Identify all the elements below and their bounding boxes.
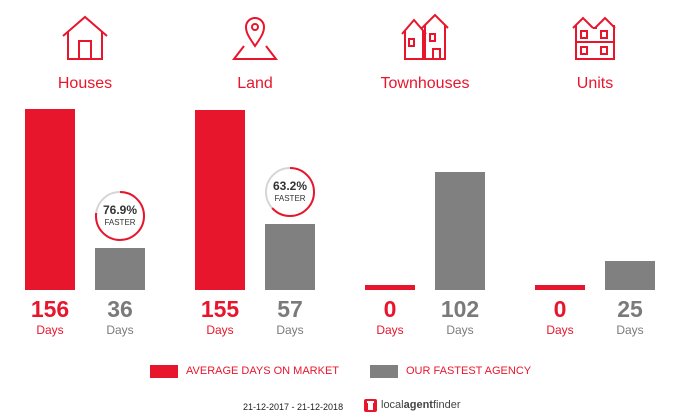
unit-avg-houses: Days bbox=[36, 323, 64, 337]
brand-name: localagentfinder bbox=[381, 399, 461, 411]
legend-label-avg: AVERAGE DAYS ON MARKET bbox=[186, 365, 340, 377]
unit-avg-units: Days bbox=[546, 323, 574, 337]
bar-avg-units bbox=[535, 285, 585, 290]
value-avg-units: 0 bbox=[553, 296, 567, 322]
category-label-land: Land bbox=[237, 75, 273, 92]
value-avg-townhouses: 0 bbox=[383, 296, 397, 322]
faster-badge-houses: 76.9% FASTER bbox=[94, 190, 146, 242]
faster-label: FASTER bbox=[104, 218, 136, 227]
unit-fast-land: Days bbox=[276, 323, 304, 337]
category-label-houses: Houses bbox=[57, 75, 113, 92]
value-avg-land: 155 bbox=[200, 296, 240, 322]
category-label-units: Units bbox=[576, 75, 614, 92]
brand-part-local: local bbox=[381, 399, 404, 411]
value-fast-townhouses: 102 bbox=[440, 296, 480, 322]
value-fast-units: 25 bbox=[617, 296, 643, 322]
bar-fast-units bbox=[605, 260, 655, 290]
unit-avg-land: Days bbox=[206, 323, 234, 337]
house-icon bbox=[59, 12, 111, 64]
faster-percent: 63.2% bbox=[272, 179, 308, 193]
bar-avg-houses bbox=[25, 109, 75, 290]
bar-fast-houses bbox=[95, 248, 145, 290]
bar-fast-townhouses bbox=[435, 171, 485, 290]
brand-part-finder: finder bbox=[432, 399, 461, 411]
bar-avg-townhouses bbox=[365, 285, 415, 290]
legend-label-fast: OUR FASTEST AGENCY bbox=[406, 365, 532, 377]
unit-fast-townhouses: Days bbox=[446, 323, 474, 337]
land-pin-icon bbox=[229, 12, 281, 64]
faster-label: FASTER bbox=[274, 194, 306, 203]
bar-fast-land bbox=[265, 223, 315, 290]
faster-progress-ring bbox=[265, 167, 315, 217]
unit-avg-townhouses: Days bbox=[376, 323, 404, 337]
brand-part-agent: agent bbox=[403, 399, 433, 411]
category-label-townhouses: Townhouses bbox=[380, 75, 470, 92]
brand-logo-icon bbox=[364, 399, 377, 412]
townhouse-icon bbox=[399, 12, 451, 64]
unit-fast-units: Days bbox=[616, 323, 644, 337]
unit-fast-houses: Days bbox=[106, 323, 134, 337]
value-fast-houses: 36 bbox=[107, 296, 133, 322]
value-avg-houses: 156 bbox=[30, 296, 70, 322]
legend-swatch-avg bbox=[150, 365, 178, 378]
date-range: 21-12-2017 - 21-12-2018 bbox=[243, 402, 344, 412]
faster-percent: 76.9% bbox=[102, 203, 138, 217]
bar-avg-land bbox=[195, 110, 245, 290]
value-fast-land: 57 bbox=[277, 296, 303, 322]
faster-badge-land: 63.2% FASTER bbox=[264, 166, 316, 218]
faster-progress-ring bbox=[95, 191, 145, 241]
units-building-icon bbox=[569, 12, 621, 64]
legend-swatch-fast bbox=[370, 365, 398, 378]
